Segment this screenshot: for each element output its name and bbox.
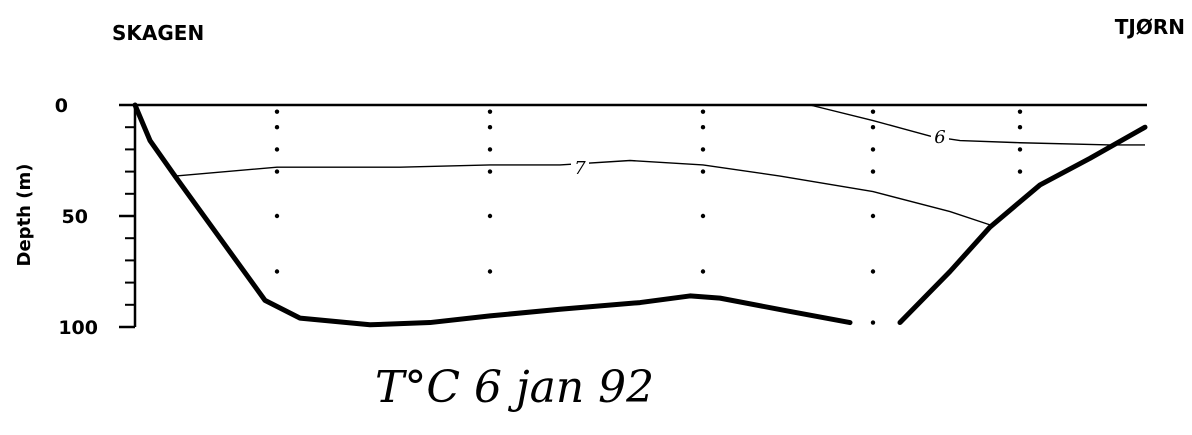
sample-dot: [275, 147, 279, 151]
sample-dot: [488, 269, 492, 273]
y-tick-0: 0: [55, 95, 68, 117]
sample-dot: [488, 125, 492, 129]
sample-dot: [871, 147, 875, 151]
sample-dot: [871, 169, 875, 173]
sample-dot: [275, 214, 279, 218]
y-axis-label: Depth (m): [14, 164, 35, 267]
sample-dot: [701, 147, 705, 151]
sample-dot: [275, 169, 279, 173]
sample-dot: [1018, 125, 1022, 129]
sample-dot: [701, 125, 705, 129]
sample-dot: [871, 109, 875, 113]
sample-dot: [701, 214, 705, 218]
y-tick-50: 50: [62, 206, 88, 228]
sample-dot: [1018, 147, 1022, 151]
isotherm-6-label: 6: [934, 127, 945, 148]
seabed-right-line: [900, 127, 1145, 322]
isotherms: 76: [175, 105, 1145, 225]
left-station-label: SKAGEN: [112, 21, 204, 45]
sample-dot: [871, 214, 875, 218]
isotherm-7-label: 7: [574, 158, 586, 179]
sample-dot: [275, 109, 279, 113]
sample-dot: [701, 169, 705, 173]
sample-dot: [701, 269, 705, 273]
seabed-profile: [135, 105, 1145, 325]
seabed-left-line: [135, 105, 850, 325]
y-tick-100: 100: [58, 317, 98, 339]
sample-dot: [871, 269, 875, 273]
sample-dot: [488, 169, 492, 173]
sample-dot: [488, 214, 492, 218]
y-axis-ticks: [119, 105, 135, 327]
sample-dot: [488, 147, 492, 151]
sample-dot: [275, 269, 279, 273]
sample-dot: [871, 125, 875, 129]
isotherm-6-line: [810, 105, 1145, 145]
sample-dot: [701, 109, 705, 113]
sample-dot: [488, 109, 492, 113]
sample-dot: [275, 125, 279, 129]
sample-dot: [1018, 169, 1022, 173]
chart-title: T°C 6 jan 92: [375, 362, 654, 413]
right-station-label: TJØRN: [1115, 15, 1185, 39]
station-dots: [275, 109, 1022, 324]
sample-dot: [871, 320, 875, 324]
sample-dot: [1018, 109, 1022, 113]
